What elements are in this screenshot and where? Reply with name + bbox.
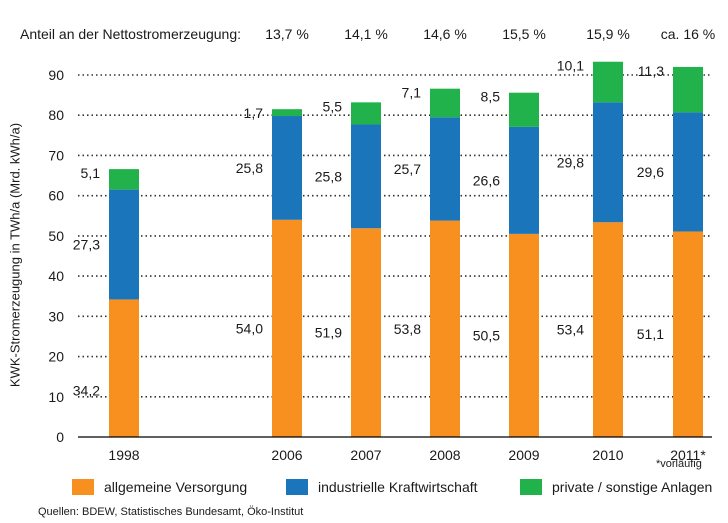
bar-segment	[351, 228, 381, 437]
share-value: 13,7 %	[265, 26, 309, 42]
bar-segment	[509, 92, 539, 127]
y-tick-label: 60	[48, 188, 64, 204]
legend-swatch	[72, 479, 94, 495]
bar-segment	[593, 102, 623, 223]
legend-item-allgemeine-versorgung: allgemeine Versorgung	[72, 479, 247, 495]
segment-label: 11,3	[638, 63, 664, 79]
x-tick-label: 2008	[429, 447, 460, 463]
bar-segment	[593, 222, 623, 437]
share-value: 14,1 %	[344, 26, 388, 42]
x-tick-label: 1998	[108, 447, 139, 463]
segment-label: 53,4	[557, 322, 584, 338]
segment-label: 53,8	[394, 321, 421, 337]
legend-label: allgemeine Versorgung	[104, 479, 248, 495]
footnote: *vorläufig	[656, 458, 702, 470]
bar-segment	[272, 109, 302, 117]
segment-label: 51,9	[315, 325, 342, 341]
bar-segment	[109, 169, 139, 190]
legend: allgemeine Versorgung industrielle Kraft…	[0, 479, 728, 503]
x-tick-label: 2006	[271, 447, 302, 463]
y-tick-label: 10	[48, 389, 64, 405]
segment-label: 25,7	[394, 161, 421, 177]
segment-label: 7,1	[402, 85, 422, 101]
bar-segment	[673, 231, 703, 437]
bar-segment	[351, 102, 381, 125]
bar-segment	[430, 220, 460, 437]
bar-segment	[430, 117, 460, 221]
segment-label: 29,6	[637, 164, 664, 180]
share-header-label: Anteil an der Nettostromerzeugung:	[20, 26, 242, 42]
bar-segment	[272, 219, 302, 437]
y-tick-label: 80	[48, 107, 64, 123]
y-axis-ticks: 0 10 20 30 40 50 60 70 80 90	[48, 67, 64, 445]
bar-segment	[509, 126, 539, 234]
y-tick-label: 70	[48, 147, 64, 163]
segment-label: 25,8	[236, 160, 263, 176]
y-tick-label: 40	[48, 268, 64, 284]
share-value: 14,6 %	[423, 26, 467, 42]
y-axis-label-wrap: KWK-Stromerzeugung in TWh/a (Mrd. kWh/a)	[4, 70, 26, 440]
x-tick-label: 2009	[508, 447, 539, 463]
bar-segment	[593, 61, 623, 103]
segment-label: 5,1	[81, 165, 101, 181]
bar-segment	[673, 112, 703, 232]
legend-label: private / sonstige Anlagen	[552, 479, 713, 495]
bars	[109, 61, 703, 437]
x-axis-ticks: 1998 2006 2007 2008 2009 2010 2011*	[108, 447, 706, 463]
share-value: ca. 16 %	[660, 26, 716, 42]
segment-label: 26,6	[473, 172, 500, 188]
share-value: 15,5 %	[502, 26, 546, 42]
bar-segment	[109, 299, 139, 437]
y-tick-label: 20	[48, 349, 64, 365]
x-tick-label: 2007	[350, 447, 381, 463]
segment-label: 1,7	[244, 105, 264, 121]
source-note: Quellen: BDEW, Statistisches Bundesamt, …	[38, 506, 304, 518]
share-value: 15,9 %	[586, 26, 630, 42]
legend-swatch	[520, 479, 542, 495]
legend-label: industrielle Kraftwirtschaft	[318, 479, 478, 495]
segment-labels: 34,2 27,3 5,1 54,0 25,8 1,7 51,9 25,8 5,5 53,8 25,…	[73, 58, 664, 399]
segment-label: 27,3	[73, 237, 100, 253]
segment-label: 34,2	[73, 383, 100, 399]
y-axis-label: KWK-Stromerzeugung in TWh/a (Mrd. kWh/a)	[7, 122, 23, 388]
bar-segment	[673, 66, 703, 113]
bar-segment	[109, 189, 139, 300]
segment-label: 8,5	[481, 89, 501, 105]
segment-label: 5,5	[323, 98, 343, 114]
segment-label: 25,8	[315, 168, 342, 184]
x-tick-label: 2010	[592, 447, 623, 463]
legend-item-industrielle-kraftwirtschaft: industrielle Kraftwirtschaft	[286, 479, 478, 495]
y-tick-label: 0	[56, 429, 64, 445]
bar-segment	[272, 116, 302, 220]
bar-segment	[430, 88, 460, 118]
y-tick-label: 50	[48, 228, 64, 244]
legend-item-private-sonstige-anlagen: private / sonstige Anlagen	[520, 479, 712, 495]
bar-segment	[351, 124, 381, 229]
y-tick-label: 30	[48, 308, 64, 324]
segment-label: 10,1	[557, 58, 584, 74]
segment-label: 51,1	[637, 326, 664, 342]
segment-label: 54,0	[236, 320, 263, 336]
segment-label: 29,8	[557, 154, 584, 170]
y-tick-label: 90	[48, 67, 64, 83]
x-tick-label: 2011*	[670, 447, 706, 463]
segment-label: 50,5	[473, 327, 500, 343]
bar-segment	[509, 233, 539, 437]
legend-swatch	[286, 479, 308, 495]
